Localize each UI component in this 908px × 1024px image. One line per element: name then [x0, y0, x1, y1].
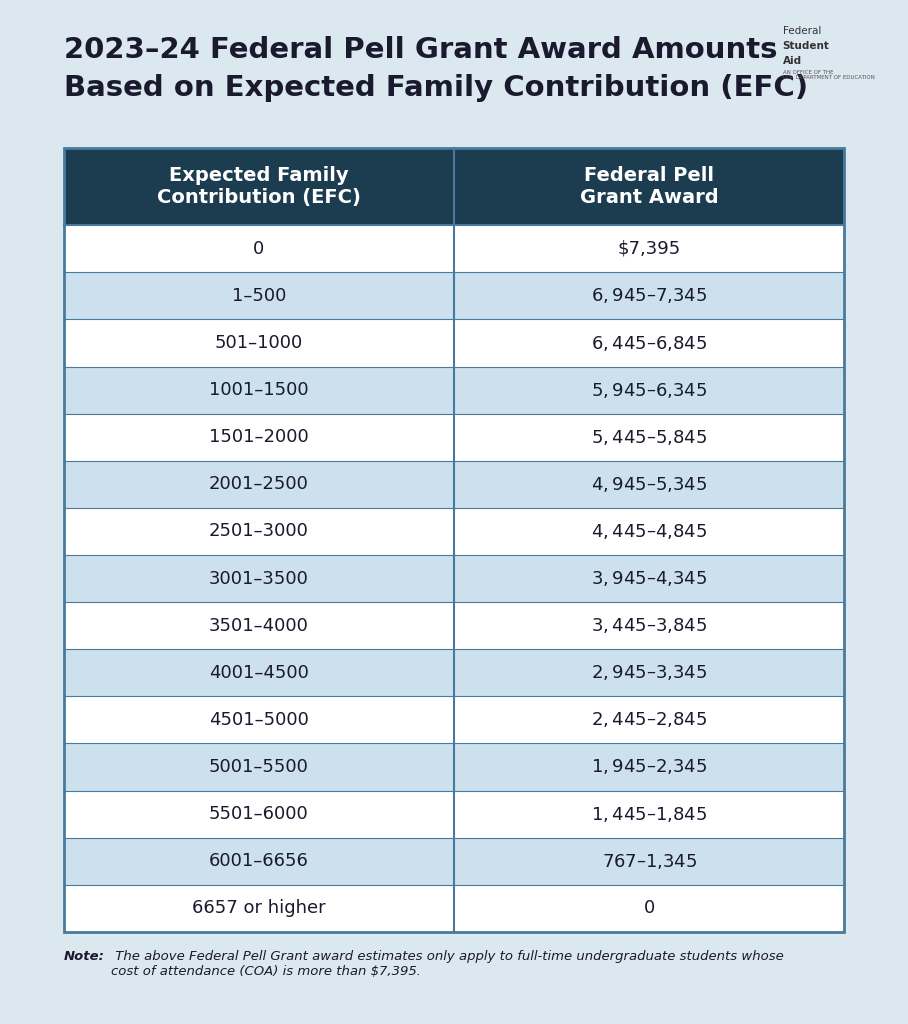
Text: $3,445–$3,845: $3,445–$3,845: [591, 616, 707, 635]
Text: 501–1000: 501–1000: [214, 334, 303, 352]
Text: $6,445–$6,845: $6,445–$6,845: [591, 334, 707, 352]
Text: $2,945–$3,345: $2,945–$3,345: [591, 664, 707, 682]
Text: 1501–2000: 1501–2000: [209, 428, 309, 446]
Text: Expected Family
Contribution (EFC): Expected Family Contribution (EFC): [157, 166, 360, 208]
Text: 2501–3000: 2501–3000: [209, 522, 309, 541]
Bar: [64, 367, 844, 414]
Bar: [64, 461, 844, 508]
Text: $5,445–$5,845: $5,445–$5,845: [591, 428, 707, 446]
Bar: [64, 272, 844, 319]
Bar: [64, 148, 844, 225]
Text: $6,945–$7,345: $6,945–$7,345: [591, 287, 707, 305]
Bar: [64, 838, 844, 885]
Text: 6001–6656: 6001–6656: [209, 852, 309, 870]
Text: 0: 0: [644, 899, 655, 918]
Text: $5,945–$6,345: $5,945–$6,345: [591, 381, 707, 399]
Text: 4001–4500: 4001–4500: [209, 664, 309, 682]
Bar: [64, 508, 844, 555]
Text: Federal Pell
Grant Award: Federal Pell Grant Award: [580, 166, 718, 208]
Bar: [64, 885, 844, 932]
Text: $4,445–$4,845: $4,445–$4,845: [591, 522, 707, 541]
Text: AN OFFICE OF THE
U.S. DEPARTMENT OF EDUCATION: AN OFFICE OF THE U.S. DEPARTMENT OF EDUC…: [783, 70, 874, 81]
Text: Federal: Federal: [783, 26, 821, 36]
Text: 4501–5000: 4501–5000: [209, 711, 309, 729]
Text: The above Federal Pell Grant award estimates only apply to full-time undergradua: The above Federal Pell Grant award estim…: [111, 950, 784, 978]
Text: 3501–4000: 3501–4000: [209, 616, 309, 635]
Bar: [64, 602, 844, 649]
Text: $1,945–$2,345: $1,945–$2,345: [591, 758, 707, 776]
Bar: [64, 649, 844, 696]
Text: 2023–24 Federal Pell Grant Award Amounts: 2023–24 Federal Pell Grant Award Amounts: [64, 36, 777, 63]
Bar: [64, 555, 844, 602]
Text: $767–$1,345: $767–$1,345: [602, 852, 696, 870]
Text: Student: Student: [783, 41, 830, 51]
Bar: [64, 414, 844, 461]
Text: 5001–5500: 5001–5500: [209, 758, 309, 776]
Bar: [64, 148, 844, 932]
Bar: [64, 743, 844, 791]
Text: 5501–6000: 5501–6000: [209, 805, 309, 823]
Bar: [64, 319, 844, 367]
Text: 3001–3500: 3001–3500: [209, 569, 309, 588]
Text: $7,395: $7,395: [617, 240, 681, 258]
Text: $2,445–$2,845: $2,445–$2,845: [591, 711, 707, 729]
Text: 1001–1500: 1001–1500: [209, 381, 309, 399]
Text: $1,445–$1,845: $1,445–$1,845: [591, 805, 707, 823]
Text: $3,945–$4,345: $3,945–$4,345: [591, 569, 707, 588]
Text: 0: 0: [253, 240, 264, 258]
Bar: [64, 696, 844, 743]
Text: $4,945–$5,345: $4,945–$5,345: [591, 475, 707, 494]
Bar: [64, 225, 844, 272]
Text: Based on Expected Family Contribution (EFC): Based on Expected Family Contribution (E…: [64, 74, 808, 101]
Text: 2001–2500: 2001–2500: [209, 475, 309, 494]
Text: 6657 or higher: 6657 or higher: [192, 899, 326, 918]
Text: 1–500: 1–500: [232, 287, 286, 305]
Bar: [64, 791, 844, 838]
Text: Note:: Note:: [64, 950, 104, 964]
Text: Aid: Aid: [783, 56, 802, 67]
